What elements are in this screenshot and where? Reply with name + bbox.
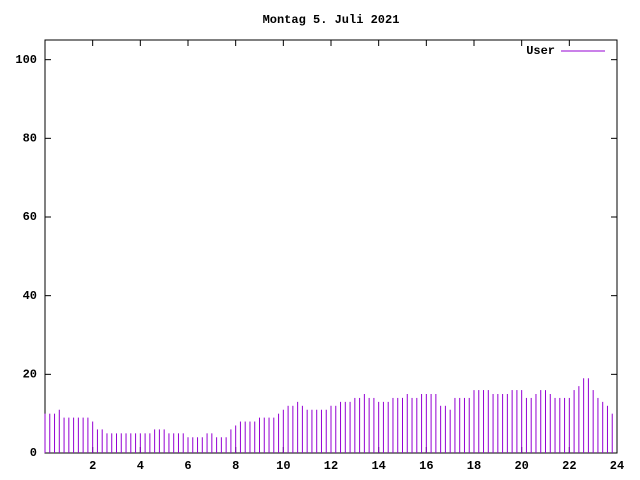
x-tick-label: 10: [276, 459, 290, 473]
legend-label: User: [526, 44, 555, 58]
y-tick-label: 60: [23, 210, 37, 224]
x-tick-label: 18: [467, 459, 481, 473]
x-tick-label: 12: [324, 459, 338, 473]
x-tick-label: 24: [610, 459, 624, 473]
y-tick-label: 100: [15, 53, 37, 67]
y-tick-label: 20: [23, 368, 37, 382]
x-tick-label: 20: [514, 459, 528, 473]
x-tick-label: 8: [232, 459, 239, 473]
y-tick-label: 80: [23, 132, 37, 146]
chart-title: Montag 5. Juli 2021: [263, 13, 400, 27]
x-tick-label: 22: [562, 459, 576, 473]
x-tick-label: 6: [184, 459, 191, 473]
x-tick-label: 14: [371, 459, 385, 473]
y-tick-label: 40: [23, 289, 37, 303]
plot-frame: [44, 39, 618, 454]
x-tick-label: 16: [419, 459, 433, 473]
x-tick-label: 4: [137, 459, 144, 473]
x-tick-label: 2: [89, 459, 96, 473]
y-tick-label: 0: [30, 446, 37, 460]
